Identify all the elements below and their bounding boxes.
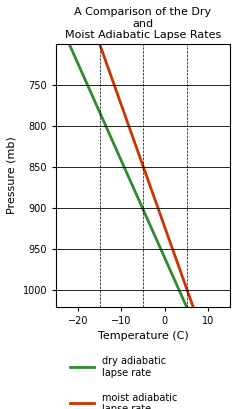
Y-axis label: Pressure (mb): Pressure (mb) <box>7 136 17 214</box>
X-axis label: Temperature (C): Temperature (C) <box>98 331 188 342</box>
Legend: dry adiabatic
lapse rate, moist adiabatic
lapse rate: dry adiabatic lapse rate, moist adiabati… <box>70 356 177 409</box>
Title: A Comparison of the Dry
and
Moist Adiabatic Lapse Rates: A Comparison of the Dry and Moist Adiaba… <box>65 7 221 40</box>
